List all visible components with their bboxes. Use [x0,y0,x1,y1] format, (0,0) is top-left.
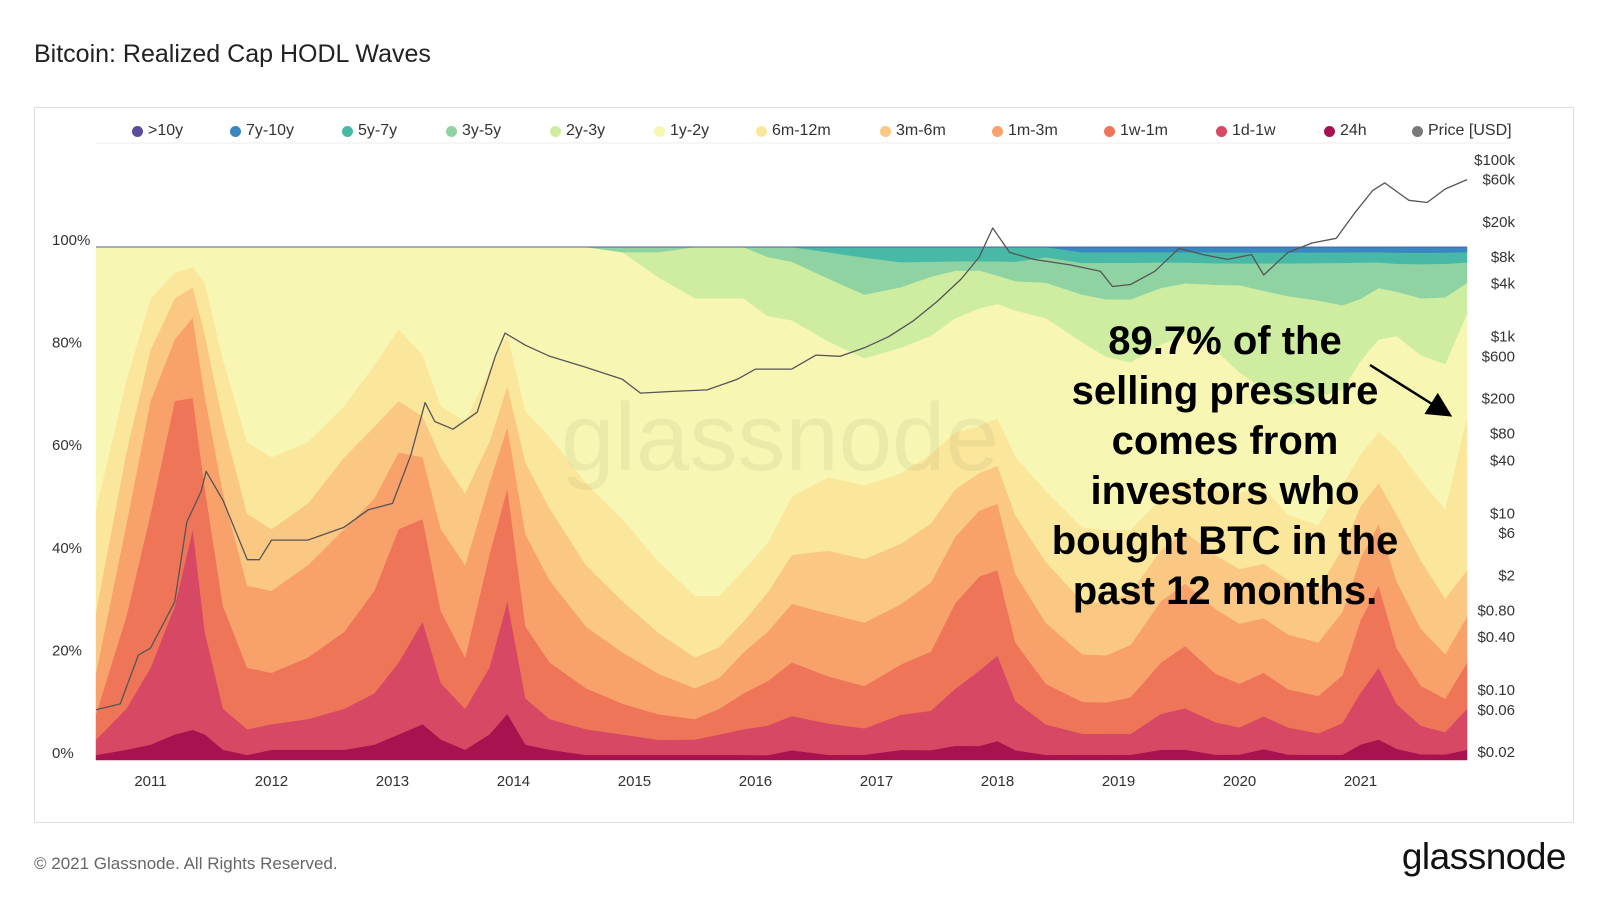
y-right-tick-label: $0.02 [1477,744,1515,761]
legend-item[interactable]: 2y-3y [550,122,654,140]
legend-label: 1m-3m [1008,122,1058,139]
y-right-tick-label: $0.40 [1477,629,1515,646]
watermark-text: glassnode [561,384,999,491]
y-right-tick-label: $80 [1490,426,1515,443]
legend-item[interactable]: 1d-1w [1216,122,1324,140]
chart-frame [34,107,1574,823]
chart-legend: >10y 7y-10y 5y-7y 3y-5y 2y-3y 1y-2y 6m-12m 3m-6… [132,122,1532,140]
x-tick-label: 2011 [134,773,166,790]
legend-label: 1w-1m [1120,122,1169,139]
y-right-tick-label: $4k [1491,276,1516,293]
legend-label: 6m-12m [772,122,831,139]
legend-label: Price [USD] [1428,122,1512,139]
legend-dot-icon [1412,125,1423,137]
stacked-areas [95,246,1468,761]
legend-dot-icon [550,125,561,137]
y-left-tick-label: 80% [52,335,82,352]
brand-logo: glassnode [1401,836,1567,877]
legend-label: 3m-6m [896,122,946,139]
y-right-tick-label: $10 [1490,505,1515,522]
x-tick-label: 2012 [255,773,288,790]
legend-label: 3y-5y [462,122,502,139]
y-right-tick-label: $40 [1490,452,1515,469]
copyright-footer: © 2021 Glassnode. All Rights Reserved. [34,854,338,873]
legend-label: 24h [1340,122,1367,139]
legend-item[interactable]: 7y-10y [230,122,342,140]
legend-label: 7y-10y [246,122,295,139]
legend-item[interactable]: 3y-5y [446,122,550,140]
y-right-tick-label: $200 [1482,391,1515,408]
y-right-tick-label: $0.10 [1477,682,1515,699]
x-tick-label: 2020 [1223,773,1256,790]
x-tick-label: 2015 [618,773,651,790]
y-right-tick-label: $20k [1482,214,1515,231]
legend-item[interactable]: 1m-3m [992,122,1104,140]
legend-label: >10y [148,122,184,139]
legend-item[interactable]: 1y-2y [654,122,756,140]
legend-item[interactable]: Price [USD] [1412,122,1532,140]
legend-dot-icon [1216,125,1227,137]
x-tick-label: 2017 [860,773,893,790]
y-right-tick-label: $8k [1491,249,1516,266]
legend-label: 1y-2y [670,122,710,139]
y-right-tick-label: $600 [1482,348,1515,365]
legend-item[interactable]: 6m-12m [756,122,880,140]
legend-dot-icon [992,125,1003,137]
legend-label: 1d-1w [1232,122,1276,139]
y-left-tick-label: 60% [52,437,82,454]
y-right-tick-label: $0.06 [1477,702,1515,719]
legend-item[interactable]: 3m-6m [880,122,992,140]
legend-item[interactable]: >10y [132,122,230,140]
legend-label: 5y-7y [358,122,398,139]
annotation-text: 89.7% of the selling pressure comes from… [1051,319,1399,613]
y-right-tick-label: $100k [1474,152,1515,169]
x-tick-label: 2019 [1102,773,1135,790]
legend-label: 2y-3y [566,122,606,139]
legend-dot-icon [1104,125,1115,137]
y-left-tick-label: 100% [52,232,90,249]
y-right-tick-label: $6 [1498,525,1515,542]
x-tick-label: 2013 [376,773,409,790]
y-right-tick-label: $1k [1491,329,1516,346]
x-tick-label: 2021 [1344,773,1377,790]
page-title: Bitcoin: Realized Cap HODL Waves [34,40,431,68]
y-right-tick-label: $0.80 [1477,602,1515,619]
legend-dot-icon [880,125,891,137]
y-left-tick-label: 20% [52,642,82,659]
legend-dot-icon [342,125,353,137]
legend-dot-icon [132,125,143,137]
legend-dot-icon [446,125,457,137]
price-line [95,179,1468,711]
legend-dot-icon [654,125,665,137]
legend-item[interactable]: 24h [1324,122,1412,140]
x-tick-label: 2014 [497,773,530,790]
x-tick-label: 2016 [739,773,772,790]
y-left-tick-label: 40% [52,540,82,557]
legend-dot-icon [756,125,767,137]
legend-dot-icon [1324,125,1335,137]
annotation-arrow [1369,363,1453,417]
legend-item[interactable]: 5y-7y [342,122,446,140]
y-left-tick-label: 0% [52,745,74,762]
legend-dot-icon [230,125,241,137]
y-right-tick-label: $60k [1482,172,1515,189]
y-right-tick-label: $2 [1498,567,1515,584]
legend-item[interactable]: 1w-1m [1104,122,1216,140]
x-tick-label: 2018 [981,773,1014,790]
